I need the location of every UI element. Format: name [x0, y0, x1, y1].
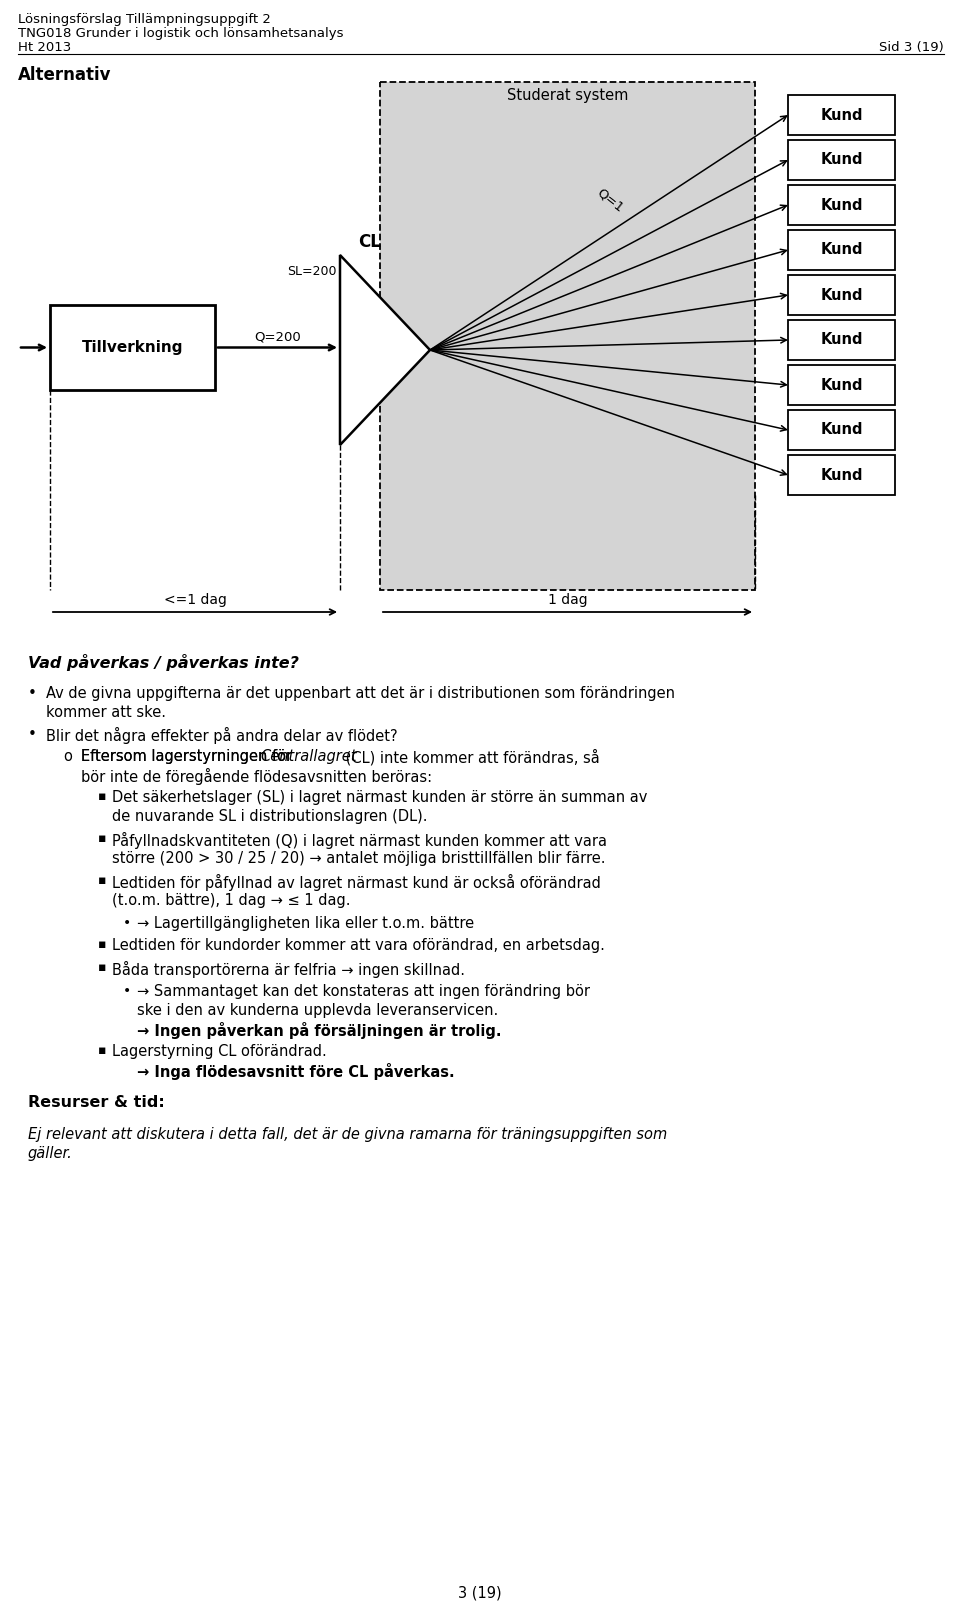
Text: Kund: Kund [820, 107, 863, 123]
Text: Kund: Kund [820, 243, 863, 257]
Text: •: • [123, 915, 132, 930]
Text: Resurser & tid:: Resurser & tid: [28, 1095, 165, 1109]
Polygon shape [788, 141, 895, 179]
Text: Eftersom lagerstyrningen för: Eftersom lagerstyrningen för [81, 749, 297, 763]
Polygon shape [788, 411, 895, 450]
Text: Blir det några effekter på andra delar av flödet?: Blir det några effekter på andra delar a… [46, 728, 397, 744]
Text: → Lagertillgängligheten lika eller t.o.m. bättre: → Lagertillgängligheten lika eller t.o.m… [137, 915, 474, 931]
Text: Kund: Kund [820, 377, 863, 393]
Text: 3 (19): 3 (19) [458, 1585, 502, 1599]
Text: Lagerstyrning CL oförändrad.: Lagerstyrning CL oförändrad. [112, 1045, 326, 1059]
Text: o: o [63, 749, 72, 763]
Polygon shape [788, 365, 895, 404]
Text: 1 dag: 1 dag [548, 593, 588, 606]
Text: Eftersom lagerstyrningen för: Eftersom lagerstyrningen för [81, 749, 297, 763]
Text: Kund: Kund [820, 467, 863, 482]
Text: TNG018 Grunder i logistik och lönsamhetsanalys: TNG018 Grunder i logistik och lönsamhets… [18, 27, 344, 40]
Text: CL: CL [359, 233, 381, 251]
Text: Ej relevant att diskutera i detta fall, det är de givna ramarna för träningsuppg: Ej relevant att diskutera i detta fall, … [28, 1127, 667, 1142]
Text: Ledtiden för kundorder kommer att vara oförändrad, en arbetsdag.: Ledtiden för kundorder kommer att vara o… [112, 938, 605, 952]
Text: → Inga flödesavsnitt före CL påverkas.: → Inga flödesavsnitt före CL påverkas. [137, 1062, 455, 1080]
Polygon shape [340, 255, 430, 445]
Text: större (200 > 30 / 25 / 20) → antalet möjliga bristtillfällen blir färre.: större (200 > 30 / 25 / 20) → antalet mö… [112, 851, 606, 867]
Text: ▪: ▪ [98, 833, 107, 846]
Text: Lösningsförslag Tillämpningsuppgift 2: Lösningsförslag Tillämpningsuppgift 2 [18, 13, 271, 26]
Text: Kund: Kund [820, 422, 863, 438]
Text: Ledtiden för påfyllnad av lagret närmast kund är också oförändrad: Ledtiden för påfyllnad av lagret närmast… [112, 875, 601, 891]
Polygon shape [788, 320, 895, 361]
Text: kommer att ske.: kommer att ske. [46, 705, 166, 720]
Polygon shape [788, 230, 895, 270]
Text: ▪: ▪ [98, 791, 107, 804]
Text: (CL) inte kommer att förändras, så: (CL) inte kommer att förändras, så [342, 749, 600, 765]
Text: ▪: ▪ [98, 938, 107, 951]
Text: Av de givna uppgifterna är det uppenbart att det är i distributionen som förändr: Av de givna uppgifterna är det uppenbart… [46, 686, 675, 702]
Text: Q=1: Q=1 [594, 186, 626, 215]
Text: Båda transportörerna är felfria → ingen skillnad.: Båda transportörerna är felfria → ingen … [112, 960, 465, 978]
Text: •: • [28, 728, 36, 742]
Text: ▪: ▪ [98, 960, 107, 973]
Text: Vad påverkas / påverkas inte?: Vad påverkas / påverkas inte? [28, 653, 299, 671]
Text: Sid 3 (19): Sid 3 (19) [879, 40, 944, 53]
Text: <=1 dag: <=1 dag [163, 593, 227, 606]
Text: Kund: Kund [820, 288, 863, 302]
Text: Påfyllnadskvantiteten (Q) i lagret närmast kunden kommer att vara: Påfyllnadskvantiteten (Q) i lagret närma… [112, 833, 607, 849]
Text: Centrallagret: Centrallagret [261, 749, 357, 763]
Text: •: • [28, 686, 36, 702]
Text: → Ingen påverkan på försäljningen är trolig.: → Ingen påverkan på försäljningen är tro… [137, 1022, 501, 1040]
Text: Kund: Kund [820, 152, 863, 168]
Text: Alternativ: Alternativ [18, 66, 111, 84]
Text: ▪: ▪ [98, 1045, 107, 1058]
Text: gäller.: gäller. [28, 1146, 73, 1161]
Polygon shape [788, 454, 895, 495]
Text: → Sammantaget kan det konstateras att ingen förändring bör: → Sammantaget kan det konstateras att in… [137, 985, 590, 999]
Text: de nuvarande SL i distributionslagren (DL).: de nuvarande SL i distributionslagren (D… [112, 808, 427, 825]
Text: ▪: ▪ [98, 875, 107, 888]
Text: Det säkerhetslager (SL) i lagret närmast kunden är större än summan av: Det säkerhetslager (SL) i lagret närmast… [112, 791, 647, 805]
Text: Tillverkning: Tillverkning [82, 340, 183, 356]
Text: bör inte de föregående flödesavsnitten beröras:: bör inte de föregående flödesavsnitten b… [81, 768, 432, 784]
Text: •: • [123, 985, 132, 998]
Text: Studerat system: Studerat system [507, 87, 628, 103]
Polygon shape [380, 82, 755, 590]
Text: Kund: Kund [820, 333, 863, 348]
Polygon shape [788, 275, 895, 315]
Polygon shape [788, 184, 895, 225]
Text: Kund: Kund [820, 197, 863, 212]
Text: SL=200: SL=200 [287, 265, 337, 278]
Text: Ht 2013: Ht 2013 [18, 40, 71, 53]
Text: (t.o.m. bättre), 1 dag → ≤ 1 dag.: (t.o.m. bättre), 1 dag → ≤ 1 dag. [112, 893, 350, 909]
Text: Q=200: Q=200 [254, 330, 300, 343]
Polygon shape [788, 95, 895, 134]
Text: ske i den av kunderna upplevda leveranservicen.: ske i den av kunderna upplevda leveranse… [137, 1003, 498, 1019]
Polygon shape [50, 306, 215, 390]
